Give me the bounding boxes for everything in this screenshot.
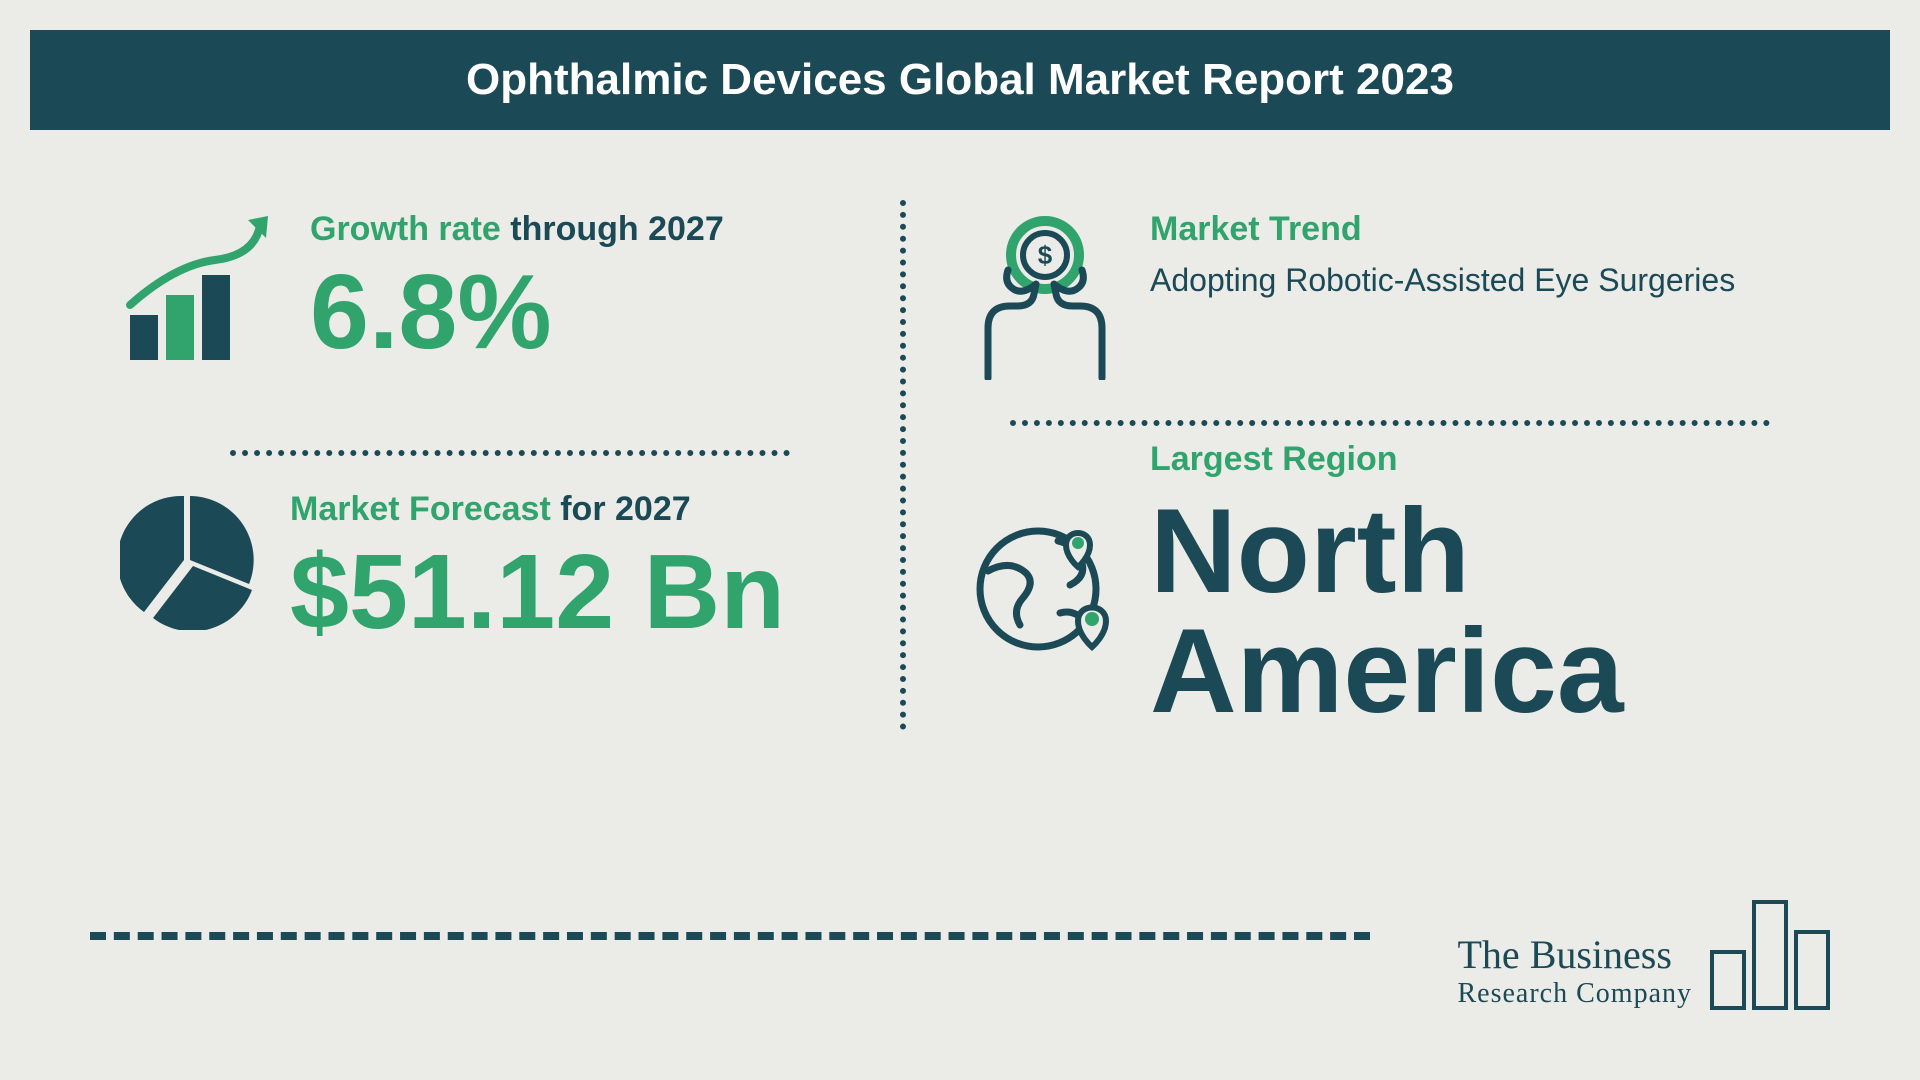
trend-label: Market Trend xyxy=(1150,210,1790,249)
logo-line2: Research Company xyxy=(1458,978,1693,1010)
dotted-divider-right xyxy=(1010,420,1770,426)
header-bar: Ophthalmic Devices Global Market Report … xyxy=(30,30,1890,130)
panel-market-forecast: Market Forecast for 2027 $51.12 Bn xyxy=(120,490,860,648)
page-title: Ophthalmic Devices Global Market Report … xyxy=(466,55,1454,105)
region-value-line1: North xyxy=(1150,491,1790,611)
growth-chart-icon xyxy=(120,210,280,370)
forecast-label-rest: for 2027 xyxy=(560,490,690,528)
company-logo: The Business Research Company xyxy=(1458,900,1831,1010)
region-label: Largest Region xyxy=(1150,440,1790,479)
region-value: North America xyxy=(1150,491,1790,731)
logo-text: The Business Research Company xyxy=(1458,931,1693,1010)
trend-text: Market Trend Adopting Robotic-Assisted E… xyxy=(1150,210,1790,302)
dashed-divider-bottom xyxy=(90,932,1370,940)
logo-bar xyxy=(1710,950,1746,1010)
panel-growth-rate: Growth rate through 2027 6.8% xyxy=(120,210,860,370)
content-area: Growth rate through 2027 6.8% Market For… xyxy=(30,180,1890,1050)
trend-body: Adopting Robotic-Assisted Eye Surgeries xyxy=(1150,259,1790,302)
forecast-label: Market Forecast for 2027 xyxy=(290,490,860,529)
growth-text: Growth rate through 2027 6.8% xyxy=(310,210,860,368)
growth-label-accent: Growth rate xyxy=(310,210,510,248)
pie-chart-icon xyxy=(120,490,260,630)
logo-bar xyxy=(1752,900,1788,1010)
growth-label: Growth rate through 2027 xyxy=(310,210,860,249)
hands-coin-icon: $ xyxy=(970,210,1120,380)
svg-text:$: $ xyxy=(1038,240,1053,270)
forecast-text: Market Forecast for 2027 $51.12 Bn xyxy=(290,490,860,648)
panel-market-trend: $ Market Trend Adopting Robotic-Assisted… xyxy=(970,210,1790,380)
globe-pins-icon xyxy=(970,501,1120,671)
forecast-label-accent: Market Forecast xyxy=(290,490,560,528)
growth-label-rest: through 2027 xyxy=(510,210,723,248)
region-value-line2: America xyxy=(1150,611,1790,731)
forecast-value: $51.12 Bn xyxy=(290,537,860,648)
panel-largest-region: Largest Region North America xyxy=(970,440,1790,731)
dotted-divider-vertical xyxy=(900,200,906,730)
logo-bar xyxy=(1794,930,1830,1010)
logo-bars-icon xyxy=(1710,900,1830,1010)
dotted-divider-left xyxy=(230,450,790,456)
logo-line1: The Business xyxy=(1458,931,1693,978)
region-text: Largest Region North America xyxy=(1150,440,1790,731)
growth-value: 6.8% xyxy=(310,257,860,368)
